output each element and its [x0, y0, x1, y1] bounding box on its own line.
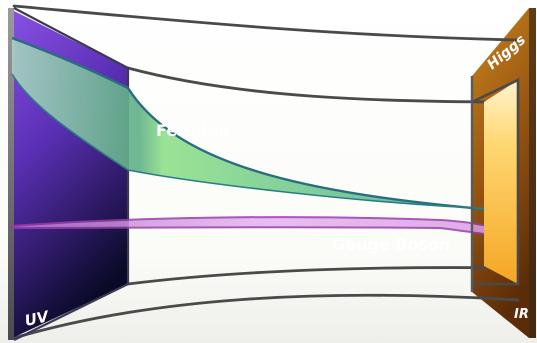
uv-brane-edge	[8, 8, 14, 340]
bulk-line-bottom-inner	[126, 266, 520, 286]
ir-label: IR	[514, 307, 529, 322]
fermion-profile-lower-edge	[11, 73, 519, 211]
bulk-line-top-outer	[12, 4, 520, 42]
higgs-localized-region	[484, 80, 518, 284]
uv-brane-outline	[13, 7, 130, 341]
gauge-boson-label: Gauge Boson	[332, 235, 450, 254]
fermion-profile-upper-edge	[11, 36, 519, 214]
fermion-profile: Fermion	[11, 36, 519, 214]
bulk-line-bottom-outer	[12, 293, 520, 340]
fermion-wavefunction	[12, 38, 518, 212]
uv-label: UV	[23, 307, 51, 330]
fermion-label: Fermion	[156, 121, 230, 140]
ir-brane-edge	[529, 8, 536, 338]
ir-brane-outline	[471, 77, 520, 286]
bulk-line-top-inner	[126, 66, 520, 104]
bulk-geometry-lines	[12, 4, 520, 340]
